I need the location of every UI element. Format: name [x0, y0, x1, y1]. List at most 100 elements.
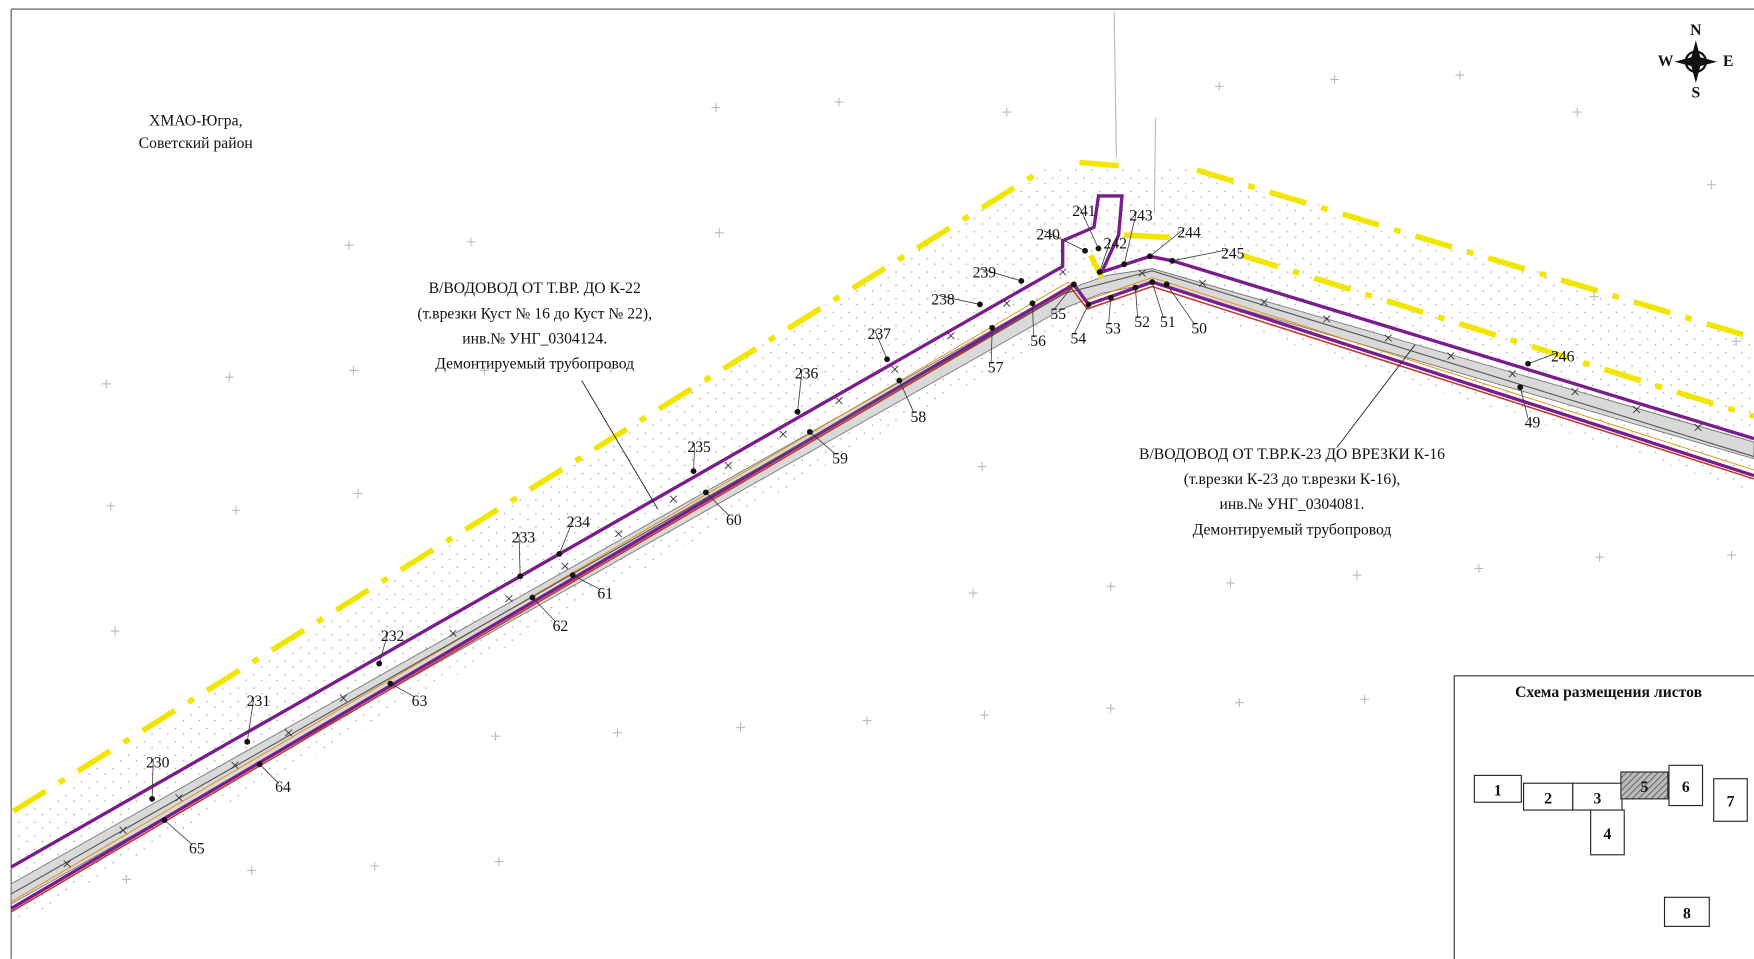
point-label: 240: [1036, 227, 1060, 244]
sheet-box: [1620, 771, 1669, 800]
leader: [1166, 284, 1196, 325]
pipe-mark: [724, 461, 732, 470]
survey-point: [977, 301, 983, 308]
grid-cross: [349, 365, 358, 375]
pipe-mark: [947, 332, 955, 340]
pipe-mark: [1694, 423, 1702, 432]
leader: [874, 330, 888, 360]
survey-point: [1095, 245, 1102, 252]
sheet-number: 5: [1640, 779, 1648, 796]
pipe-mark: [505, 594, 513, 603]
grid-cross: [1455, 70, 1465, 80]
survey-point: [702, 489, 709, 496]
leader: [1527, 352, 1559, 365]
leader: [1032, 303, 1034, 337]
leader: [1172, 249, 1229, 262]
pipe-mark: [1003, 299, 1011, 307]
point-label: 231: [247, 693, 270, 710]
survey-point: [1163, 281, 1170, 288]
point-label: 241: [1072, 203, 1095, 220]
pipe-mark: [284, 729, 293, 737]
leader: [390, 683, 416, 698]
leader: [246, 697, 255, 742]
grid-cross: [1106, 703, 1116, 713]
leader: [1053, 284, 1075, 311]
point-label: 237: [867, 326, 891, 343]
grid-cross: [121, 874, 131, 884]
grid-cross: [1234, 698, 1244, 708]
grid-cross: [736, 722, 746, 732]
grid-cross: [1589, 292, 1599, 302]
grid-cross: [370, 861, 380, 871]
point-label: 52: [1134, 314, 1150, 331]
point-label: 55: [1050, 306, 1066, 323]
grid-cross: [344, 240, 354, 250]
sheet-box: [1668, 764, 1704, 807]
grid-cross: [1214, 81, 1224, 91]
leader: [1099, 239, 1112, 273]
leader: [1135, 287, 1139, 318]
grid-cross: [224, 372, 234, 382]
point-label: 64: [275, 779, 291, 796]
leader: [378, 632, 389, 664]
compass-e: E: [1723, 53, 1733, 70]
pipeline-label-line: (т.врезки К-23 до т.врезки К-16),: [1184, 471, 1401, 488]
leader: [990, 327, 993, 364]
compass-n: N: [1690, 22, 1702, 39]
grid-cross: [1352, 570, 1362, 580]
survey-point: [1085, 301, 1092, 308]
leader: [558, 517, 575, 555]
sheet-number: 4: [1604, 826, 1612, 843]
pipe-mark: [175, 794, 183, 802]
pipeline-label-line: В/ВОДОВОД ОТ Т.ВР. ДО К-22: [429, 280, 641, 297]
pipeline-label-line: В/ВОДОВОД ОТ Т.ВР.К-23 ДО ВРЕЗКИ К-16: [1139, 446, 1445, 463]
pipe-mark: [63, 860, 71, 868]
sheet-number: 2: [1544, 790, 1552, 807]
survey-point: [1147, 253, 1153, 260]
pipe-mark: [1059, 268, 1067, 276]
grid-cross: [466, 237, 476, 247]
leader: [797, 369, 803, 412]
leader: [1123, 211, 1137, 265]
pipe-mark: [1198, 279, 1207, 287]
grid-cross: [977, 462, 987, 472]
point-label: 61: [597, 586, 613, 603]
sheet-number: 6: [1682, 779, 1690, 796]
point-label: 236: [795, 365, 819, 382]
point-label: 246: [1551, 348, 1575, 365]
sheet-number: 1: [1494, 783, 1502, 800]
survey-point: [569, 572, 576, 579]
pipeline-label-line: Демонтируемый трубопровод: [435, 356, 634, 373]
point-label: 244: [1177, 224, 1201, 241]
pipeline-label-line: Демонтируемый трубопровод: [1193, 521, 1392, 538]
sheet-number: 8: [1683, 906, 1691, 923]
survey-point: [149, 795, 156, 802]
grid-cross: [834, 97, 844, 107]
pipe-mark: [779, 430, 787, 438]
grid-cross: [606, 363, 616, 373]
pipe-mark: [669, 495, 678, 503]
grid-cross: [979, 710, 989, 720]
pipe-mark: [1447, 352, 1455, 360]
sheet-number: 3: [1593, 790, 1601, 807]
grid-cross: [714, 228, 724, 238]
pipeline-label: В/ВОДОВОД ОТ Т.ВР.К-23 ДО ВРЕЗКИ К-16 (т.…: [1139, 446, 1445, 539]
survey-point: [989, 325, 996, 331]
survey-point: [1169, 257, 1176, 264]
point-label: 60: [726, 512, 742, 529]
sheet-box: [1473, 774, 1522, 803]
point-label: 233: [512, 530, 536, 547]
grid-cross: [494, 857, 504, 866]
survey-point: [1070, 281, 1077, 288]
survey-point: [1029, 300, 1036, 307]
grid-cross: [1360, 694, 1370, 704]
survey-point: [1525, 360, 1531, 367]
pipe-mark: [1571, 388, 1579, 396]
survey-point: [690, 468, 697, 475]
leader: [1043, 230, 1086, 252]
sheet-box: [1523, 782, 1574, 811]
point-label: 239: [973, 265, 997, 282]
point-label: 245: [1221, 246, 1245, 263]
point-label: 49: [1525, 414, 1541, 431]
pipe-mark: [614, 530, 623, 538]
